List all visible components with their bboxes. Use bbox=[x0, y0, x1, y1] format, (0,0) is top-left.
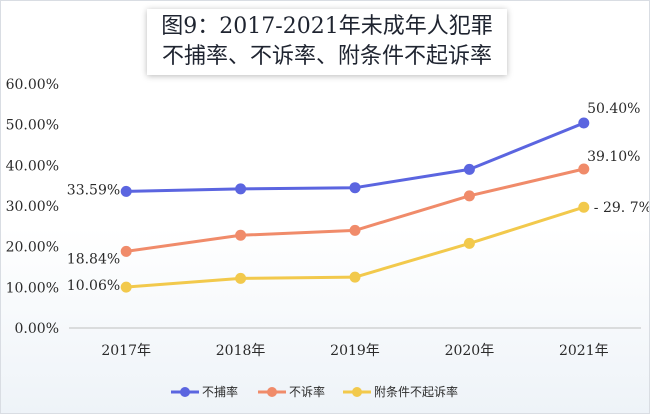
data-label: 50.40% bbox=[587, 101, 640, 117]
data-label: 10.06% bbox=[67, 278, 120, 294]
series-point-2 bbox=[349, 271, 361, 283]
series-line-0 bbox=[126, 121, 585, 193]
series-point-1 bbox=[349, 224, 361, 236]
x-tick-label: 2017年 bbox=[101, 343, 151, 359]
series-point-1 bbox=[578, 163, 590, 175]
series-point-1 bbox=[235, 229, 247, 241]
legend-label: 不诉率 bbox=[289, 384, 325, 399]
series-point-2 bbox=[235, 272, 247, 284]
series-point-0 bbox=[578, 117, 590, 129]
data-label: - 29. 7% bbox=[594, 200, 650, 216]
legend-swatch-marker bbox=[180, 387, 190, 397]
x-tick-label: 2019年 bbox=[330, 343, 380, 359]
series-line-1 bbox=[125, 167, 585, 253]
series-point-2 bbox=[120, 281, 132, 293]
series-point-0 bbox=[349, 182, 361, 194]
legend-swatch-marker bbox=[352, 387, 362, 397]
y-tick-label: 0.00% bbox=[15, 321, 59, 337]
series-point-1 bbox=[463, 190, 475, 202]
y-tick-label: 30.00% bbox=[6, 199, 59, 215]
chart-title-line2: 不捕率、不诉率、附条件不起诉率 bbox=[161, 44, 492, 69]
x-tick-label: 2020年 bbox=[445, 343, 495, 359]
x-tick-label: 2018年 bbox=[216, 343, 266, 359]
data-label: 18.84% bbox=[67, 251, 120, 267]
data-label: 39.10% bbox=[587, 149, 640, 165]
data-label: 33.59% bbox=[67, 182, 120, 198]
series-point-0 bbox=[120, 185, 132, 197]
y-tick-label: 10.00% bbox=[6, 280, 59, 296]
y-tick-label: 50.00% bbox=[6, 118, 59, 134]
y-tick-label: 20.00% bbox=[6, 240, 59, 256]
legend-swatch-marker bbox=[267, 387, 277, 397]
legend-label: 附条件不起诉率 bbox=[374, 384, 458, 399]
series-point-0 bbox=[235, 183, 247, 195]
y-tick-label: 40.00% bbox=[6, 158, 59, 174]
series-point-2 bbox=[578, 201, 590, 213]
series-point-0 bbox=[463, 163, 475, 175]
series-point-2 bbox=[463, 237, 475, 249]
x-tick-label: 2021年 bbox=[559, 343, 609, 359]
chart-title-line1: 图9：2017-2021年未成年人犯罪 bbox=[161, 14, 493, 39]
chart-title-box: 图9：2017-2021年未成年人犯罪 不捕率、不诉率、附条件不起诉率 bbox=[147, 9, 507, 75]
legend-label: 不捕率 bbox=[202, 384, 238, 399]
y-tick-label: 60.00% bbox=[6, 77, 59, 93]
series-point-1 bbox=[120, 245, 132, 257]
